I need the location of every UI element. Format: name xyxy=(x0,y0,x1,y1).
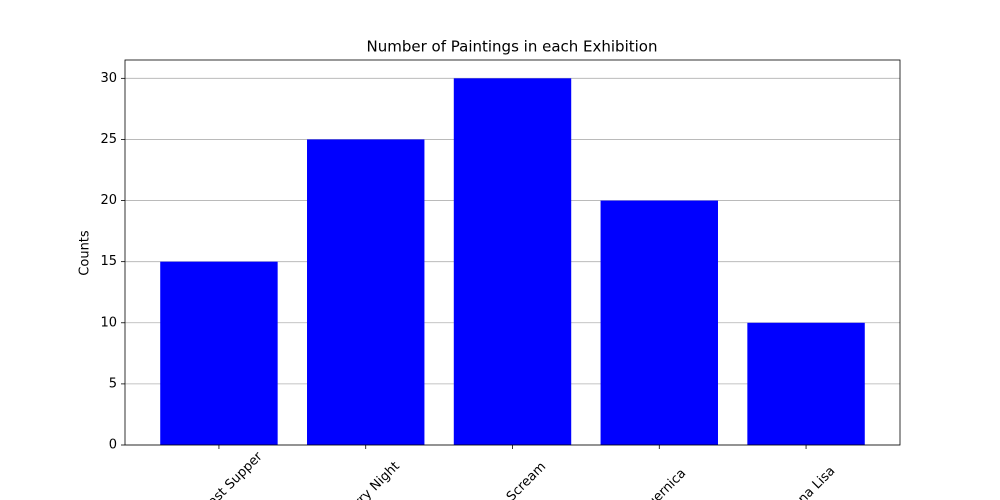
bar xyxy=(747,322,865,445)
x-tick-label: Starry Night xyxy=(337,459,403,500)
bar xyxy=(600,200,718,445)
x-tick-label: Guernica xyxy=(637,466,689,500)
x-tick-label: Mona Lisa xyxy=(782,464,839,500)
bar xyxy=(453,78,572,445)
x-tick-label: The Scream xyxy=(483,459,549,500)
y-tick-label: 10 xyxy=(100,315,117,330)
y-tick-label: 5 xyxy=(109,376,117,391)
y-tick-label: 15 xyxy=(100,254,117,269)
y-tick-label: 20 xyxy=(100,193,117,208)
plot-frame xyxy=(124,59,901,446)
x-tick-label: The Last Supper xyxy=(179,449,266,500)
y-axis-label: Counts xyxy=(78,230,93,276)
bar xyxy=(307,139,425,445)
y-tick-label: 30 xyxy=(100,71,117,86)
bar xyxy=(160,261,278,445)
chart-title: Number of Paintings in each Exhibition xyxy=(367,38,658,56)
y-tick-label: 25 xyxy=(100,132,117,147)
y-tick-label: 0 xyxy=(109,438,117,453)
